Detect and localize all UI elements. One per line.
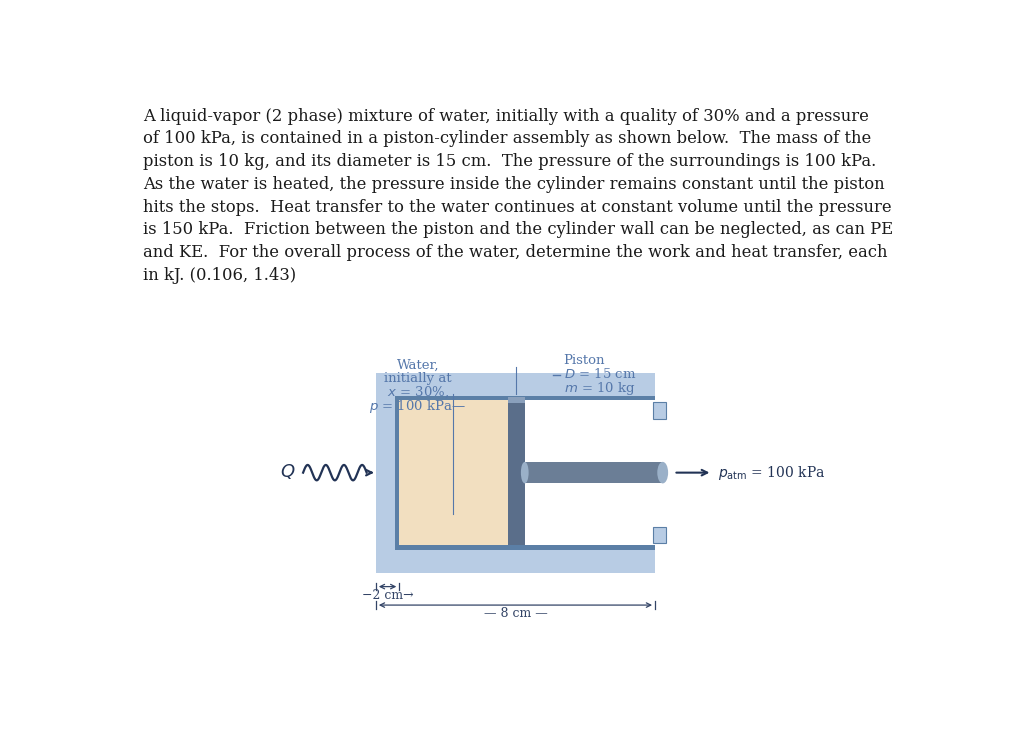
Bar bbox=[508, 400, 525, 545]
Text: $p_\mathrm{atm}$ = 100 kPa: $p_\mathrm{atm}$ = 100 kPa bbox=[719, 463, 826, 482]
Ellipse shape bbox=[657, 462, 668, 483]
Bar bbox=[654, 526, 666, 544]
Text: $Q$: $Q$ bbox=[280, 462, 295, 481]
Text: in kJ. (0.106, 1.43): in kJ. (0.106, 1.43) bbox=[143, 267, 296, 284]
Text: and KE.  For the overall process of the water, determine the work and heat trans: and KE. For the overall process of the w… bbox=[143, 244, 888, 261]
Bar bbox=[376, 373, 655, 395]
Text: $x$ = 30%,: $x$ = 30%, bbox=[386, 385, 449, 401]
Text: −2 cm→: −2 cm→ bbox=[362, 589, 413, 602]
Text: — 8 cm —: — 8 cm — bbox=[484, 607, 547, 621]
Text: hits the stops.  Heat transfer to the water continues at constant volume until t: hits the stops. Heat transfer to the wat… bbox=[143, 199, 892, 215]
Text: is 150 kPa.  Friction between the piston and the cylinder wall can be neglected,: is 150 kPa. Friction between the piston … bbox=[143, 222, 894, 238]
Bar bbox=[525, 462, 663, 483]
Text: of 100 kPa, is contained in a piston-cylinder assembly as shown below.  The mass: of 100 kPa, is contained in a piston-cyl… bbox=[143, 130, 871, 147]
Bar bbox=[376, 373, 399, 573]
Bar bbox=[395, 545, 655, 550]
Ellipse shape bbox=[521, 462, 528, 483]
Text: As the water is heated, the pressure inside the cylinder remains constant until : As the water is heated, the pressure ins… bbox=[143, 176, 885, 193]
Text: piston is 10 kg, and its diameter is 15 cm.  The pressure of the surroundings is: piston is 10 kg, and its diameter is 15 … bbox=[143, 153, 876, 170]
Bar bbox=[654, 401, 666, 419]
Text: Piston: Piston bbox=[564, 354, 605, 367]
Text: $m$ = 10 kg: $m$ = 10 kg bbox=[564, 380, 635, 397]
Bar bbox=[399, 400, 508, 545]
Bar bbox=[654, 526, 666, 544]
Text: Water,: Water, bbox=[397, 358, 439, 372]
Bar bbox=[508, 397, 525, 404]
Bar bbox=[654, 401, 666, 419]
Text: initially at: initially at bbox=[384, 372, 452, 385]
Bar bbox=[395, 395, 655, 400]
Text: A liquid-vapor (2 phase) mixture of water, initially with a quality of 30% and a: A liquid-vapor (2 phase) mixture of wate… bbox=[143, 107, 869, 125]
Text: $D$ = 15 cm: $D$ = 15 cm bbox=[564, 367, 636, 381]
Text: $p$ = 100 kPa—: $p$ = 100 kPa— bbox=[369, 398, 466, 415]
Bar bbox=[395, 395, 399, 550]
Bar bbox=[376, 550, 655, 573]
